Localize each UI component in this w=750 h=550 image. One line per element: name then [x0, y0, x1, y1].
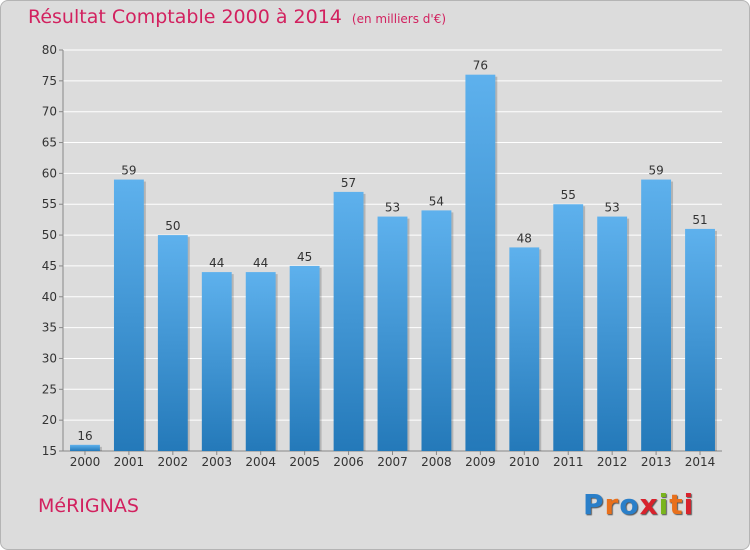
bar: [421, 210, 452, 451]
bar-value-label: 59: [648, 164, 663, 178]
commune-name: MéRIGNAS: [38, 495, 139, 517]
bar: [641, 179, 672, 452]
bar-value-label: 59: [121, 164, 136, 178]
x-tick-label: 2011: [553, 455, 584, 469]
x-tick-label: 2006: [333, 455, 364, 469]
bar-value-label: 50: [165, 219, 180, 233]
bar-value-label: 54: [429, 194, 444, 208]
x-tick-label: 2013: [641, 455, 672, 469]
logo-letter: t: [669, 488, 684, 521]
x-tick-label: 2004: [245, 455, 276, 469]
bar-value-label: 44: [209, 256, 224, 270]
logo-letter: r: [604, 488, 620, 521]
bar: [113, 179, 144, 452]
y-tick-label: 65: [42, 136, 57, 150]
x-tick-label: 2008: [421, 455, 452, 469]
bar-value-label: 55: [561, 188, 576, 202]
bar: [685, 228, 715, 451]
logo-letter: i: [658, 488, 670, 521]
x-tick-label: 2009: [465, 455, 496, 469]
y-tick-label: 40: [42, 290, 57, 304]
y-tick-label: 60: [42, 166, 57, 180]
chart-subtitle: (en milliers d'€): [351, 12, 447, 26]
bar-value-label: 45: [297, 250, 312, 264]
bar: [509, 247, 540, 451]
y-tick-label: 70: [42, 105, 57, 119]
logo-letter: i: [683, 488, 695, 521]
bar-value-label: 16: [77, 429, 92, 443]
bar-value-label: 44: [253, 256, 268, 270]
y-tick-label: 15: [42, 444, 57, 458]
y-tick-label: 80: [42, 43, 57, 57]
x-tick-label: 2007: [377, 455, 408, 469]
x-tick-label: 2001: [114, 455, 145, 469]
bar: [245, 272, 276, 451]
y-tick-label: 55: [42, 197, 57, 211]
y-tick-label: 50: [42, 228, 57, 242]
y-tick-label: 75: [42, 74, 57, 88]
x-tick-label: 2002: [158, 455, 189, 469]
bar: [465, 74, 496, 451]
bar-value-label: 48: [517, 231, 532, 245]
y-tick-label: 20: [42, 413, 57, 427]
bar-value-label: 53: [605, 201, 620, 215]
x-tick-label: 2010: [509, 455, 540, 469]
y-tick-label: 25: [42, 382, 57, 396]
y-tick-label: 30: [42, 351, 57, 365]
bar: [597, 216, 628, 451]
bar-value-label: 76: [473, 59, 488, 73]
chart-title: Résultat Comptable 2000 à 2014 (en millie…: [28, 6, 446, 28]
bar: [157, 235, 188, 451]
bar: [70, 444, 100, 451]
logo-letter: x: [639, 488, 659, 521]
bar: [201, 272, 232, 451]
logo-letter: o: [619, 488, 640, 521]
x-tick-label: 2000: [70, 455, 101, 469]
chart-title-text: Résultat Comptable 2000 à 2014: [28, 6, 342, 28]
bar: [377, 216, 408, 451]
x-tick-label: 2014: [685, 455, 716, 469]
x-tick-label: 2012: [597, 455, 628, 469]
bar: [289, 265, 320, 451]
bar: [333, 191, 364, 451]
bar-value-label: 57: [341, 176, 356, 190]
x-tick-label: 2005: [289, 455, 320, 469]
y-tick-label: 45: [42, 259, 57, 273]
bar: [553, 204, 584, 451]
bar-value-label: 53: [385, 201, 400, 215]
logo-letter: P: [583, 488, 605, 521]
proxiti-logo: Proxiti: [583, 488, 694, 521]
y-tick-label: 35: [42, 321, 57, 335]
bar-value-label: 51: [692, 213, 707, 227]
x-tick-label: 2003: [201, 455, 232, 469]
